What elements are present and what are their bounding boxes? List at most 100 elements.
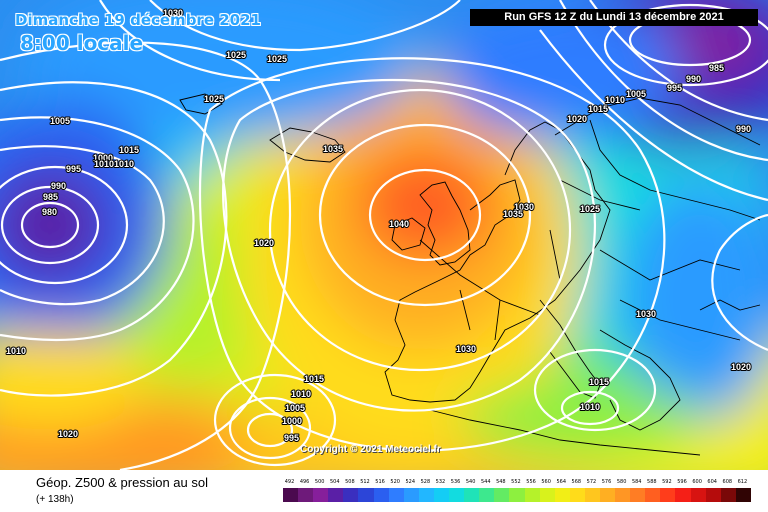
color-scale-swatch [660, 488, 676, 502]
color-scale-swatch [373, 488, 389, 502]
color-scale-value: 576 [601, 479, 612, 485]
isobar-label: 990 [686, 74, 701, 84]
color-scale-swatch [343, 488, 359, 502]
color-scale-swatch [690, 488, 706, 502]
color-scale-labels: 492 496 500 504 508 512 516 520 524 528 532 536 540 5… [283, 479, 751, 489]
isobar-label: 1040 [389, 219, 409, 229]
color-scale-value: 572 [586, 479, 597, 485]
isobar-label: 1015 [588, 104, 608, 114]
weather-map: 1030 1025 1025 1025 1005 1010 1015 1000 … [0, 0, 768, 470]
forecast-date: Dimanche 19 décembre 2021 [15, 11, 261, 29]
color-scale-value: 608 [722, 479, 733, 485]
isobar-label: 1005 [50, 116, 70, 126]
color-scale-value: 552 [511, 479, 521, 485]
color-scale-value: 612 [737, 479, 748, 485]
color-scale-value: 580 [616, 479, 627, 485]
isobar-label: 1015 [304, 374, 324, 384]
color-scale-value: 556 [526, 479, 536, 485]
color-scale-swatch [418, 488, 434, 502]
coastlines [179, 93, 761, 456]
color-scale-swatch [584, 488, 600, 502]
color-scale-value: 568 [571, 479, 582, 485]
color-scale-value: 560 [541, 479, 551, 485]
model-run-banner: Run GFS 12 Z du Lundi 13 décembre 2021 [470, 9, 758, 26]
color-scale-swatch [675, 488, 691, 502]
lead-time: (+ 138h) [36, 494, 74, 505]
isobar-label: 1005 [285, 403, 305, 413]
color-scale-swatch [298, 488, 314, 502]
isobar-label: 1025 [226, 50, 246, 60]
isobar-label: 1010 [114, 159, 134, 169]
isobar-label: 1015 [119, 145, 139, 155]
copyright-notice: Copyright © 2021 Meteociel.fr [300, 444, 441, 455]
color-scale-swatch [433, 488, 450, 502]
isobar-label: 995 [667, 83, 682, 93]
color-scale-swatch [449, 488, 465, 502]
isobar-label: 990 [736, 124, 751, 134]
color-scale-value: 500 [314, 479, 325, 485]
color-scale-swatch [388, 488, 404, 502]
isobar-label: 1035 [323, 144, 343, 154]
color-scale-swatch [358, 488, 374, 502]
color-scale-swatch [630, 488, 646, 502]
isobar-label: 1030 [514, 202, 534, 212]
color-scale-swatch [283, 488, 299, 502]
color-scale-swatch [464, 488, 480, 502]
color-scale-value: 588 [647, 479, 657, 485]
color-scale-value: 584 [631, 479, 642, 485]
isobar-label: 985 [709, 63, 724, 73]
isobar-label: 1020 [254, 238, 274, 248]
color-scale-value: 520 [390, 479, 400, 485]
isobar-label: 990 [51, 181, 66, 191]
isobar-label: 1030 [636, 309, 656, 319]
isobar-label: 1015 [589, 377, 609, 387]
isobar-label: 1030 [456, 344, 476, 354]
color-scale-value: 544 [480, 479, 491, 485]
isobar-label: 980 [42, 207, 57, 217]
color-scale-swatch [328, 488, 344, 502]
isobar-label: 1025 [580, 204, 600, 214]
isobar-label: 995 [284, 433, 299, 443]
color-scale-swatch [735, 488, 751, 502]
color-scale-swatch [403, 488, 419, 502]
isobar-label: 1030 [163, 8, 183, 18]
color-scale-value: 604 [707, 479, 717, 485]
color-scale-bar [283, 488, 751, 502]
color-scale-value: 536 [450, 479, 461, 485]
color-scale-swatch [615, 488, 631, 502]
isobar-label: 1035 [503, 209, 523, 219]
isobar-label: 1010 [605, 95, 625, 105]
isobar-label: 1020 [567, 114, 587, 124]
color-scale-value: 532 [435, 479, 446, 485]
isobar-label: 1020 [58, 429, 78, 439]
color-scale-swatch [599, 488, 616, 502]
isobar-lines [0, 0, 768, 470]
isobar-label: 1005 [626, 89, 646, 99]
isobar-label: 985 [43, 192, 58, 202]
isobar-label: 1010 [94, 159, 114, 169]
color-scale-swatch [494, 488, 510, 502]
color-scale-value: 548 [496, 479, 506, 485]
color-scale-swatch [524, 488, 540, 502]
color-scale-value: 592 [662, 479, 672, 485]
color-scale-value: 492 [284, 479, 295, 485]
isobar-label: 1025 [267, 54, 287, 64]
color-scale-swatch [539, 488, 555, 502]
isobar-label: 1020 [731, 362, 751, 372]
forecast-local-time: 8:00 locale [20, 31, 144, 55]
isobar-label: 1000 [93, 153, 113, 163]
color-scale-value: 508 [345, 479, 355, 485]
color-scale-value: 528 [420, 479, 431, 485]
color-scale-value: 524 [405, 479, 416, 485]
isobar-label: 1010 [291, 389, 311, 399]
isobar-label: 1025 [204, 94, 224, 104]
isobar-labels: 1030 1025 1025 1025 1005 1010 1015 1000 … [5, 7, 752, 444]
color-scale-swatch [479, 488, 495, 502]
color-scale-value: 540 [465, 479, 476, 485]
color-scale-swatch [313, 488, 329, 502]
color-scale-value: 512 [360, 479, 370, 485]
color-scale-value: 596 [677, 479, 687, 485]
color-scale-value: 504 [330, 479, 340, 485]
field-description: Géop. Z500 & pression au sol [36, 475, 208, 490]
color-scale-swatch [645, 488, 661, 502]
